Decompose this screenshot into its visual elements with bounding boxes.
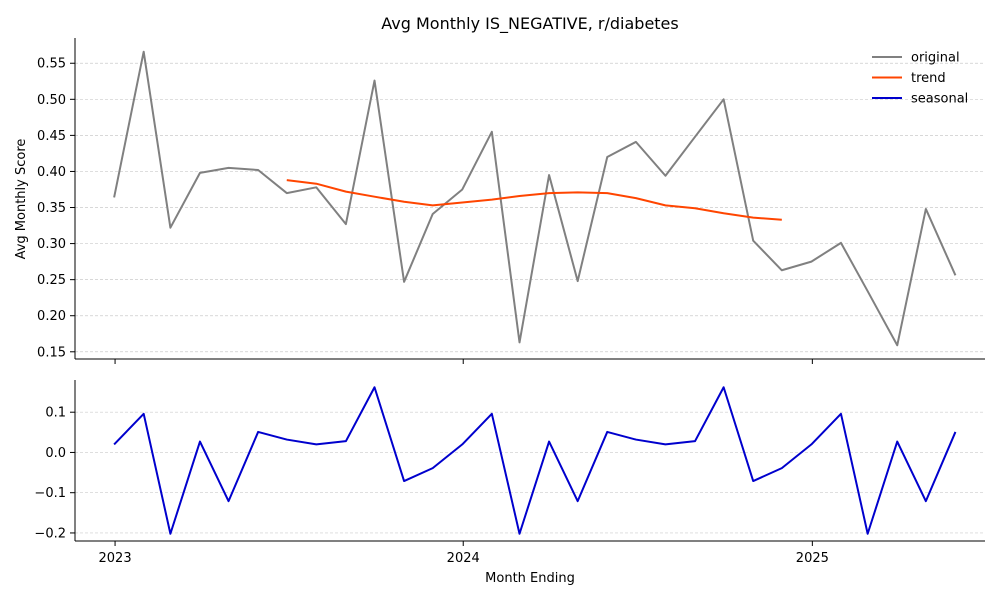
y-tick-label: 0.15 [37,345,66,360]
series-line-original [113,50,957,347]
y-tick-label: 0.35 [37,201,66,216]
series-line-seasonal [113,386,957,535]
y-axis-label: Avg Monthly Score [14,139,29,260]
y-tick-label: −0.2 [34,526,66,541]
y-tick-label: −0.1 [34,486,66,501]
legend-label-trend: trend [911,71,946,86]
x-tick-label: 2023 [99,551,132,566]
chart-title: Avg Monthly IS_NEGATIVE, r/diabetes [381,14,678,34]
y-tick-label: 0.20 [37,309,66,324]
y-tick-label: 0.55 [37,57,66,72]
y-tick-label: 0.1 [45,406,66,421]
x-axis-label: Month Ending [485,571,575,586]
legend-label-original: original [911,51,960,66]
y-tick-label: 0.30 [37,237,66,252]
x-tick-label: 2025 [796,551,829,566]
x-tick-label: 2024 [447,551,480,566]
y-tick-label: 0.25 [37,273,66,288]
y-tick-label: 0.40 [37,165,66,180]
legend-label-seasonal: seasonal [911,92,968,107]
series-line-trend [286,179,782,221]
y-tick-label: 0.45 [37,129,66,144]
y-tick-label: 0.0 [45,446,66,461]
y-tick-label: 0.50 [37,93,66,108]
